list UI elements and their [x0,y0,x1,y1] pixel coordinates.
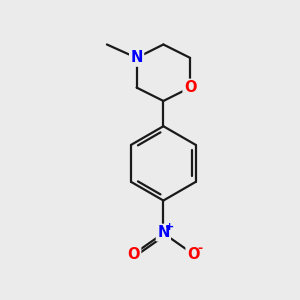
Text: N: N [130,50,143,65]
Text: O: O [128,247,140,262]
Text: -: - [197,242,202,255]
Text: O: O [187,247,199,262]
Text: +: + [165,222,175,232]
Text: O: O [184,80,197,95]
Text: N: N [157,225,170,240]
